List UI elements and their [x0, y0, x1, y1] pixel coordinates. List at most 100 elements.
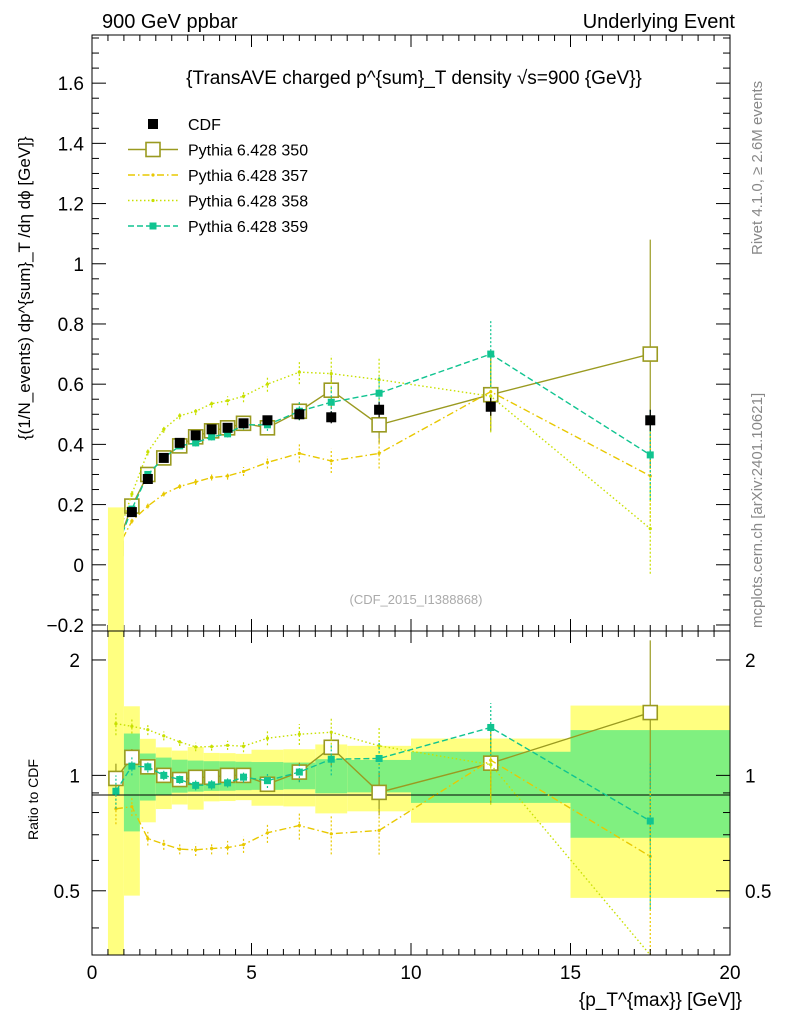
header-left: 900 GeV ppbar: [102, 11, 238, 33]
series-point: [297, 451, 301, 456]
ratio-point: [377, 744, 381, 748]
ratio-point: [128, 762, 136, 770]
series-point: [224, 430, 232, 438]
series-point: [192, 439, 200, 447]
ratio-point: [377, 828, 381, 833]
ratio-point: [240, 773, 248, 781]
ratio-point: [371, 784, 387, 801]
series-point: [265, 460, 270, 465]
series-point: [194, 409, 198, 413]
legend-marker: [145, 141, 161, 158]
legend-marker: [151, 173, 155, 177]
x-tick-label: 15: [560, 963, 581, 984]
ratio-point: [112, 787, 120, 795]
main-ticks: −0.2 0 0.2 0.4 0.6 0.8 1 1.2 1.4 1.6: [46, 35, 731, 637]
ratio-tick-label-right: 1: [745, 766, 756, 787]
ratio-point: [241, 744, 246, 748]
data-point: [174, 437, 185, 448]
data-point: [262, 415, 273, 426]
ratio-point: [487, 723, 495, 731]
ratio-point: [146, 728, 150, 732]
data-point: [158, 452, 169, 463]
data-point: [142, 473, 153, 484]
ratio-point: [224, 779, 232, 787]
ratio-point: [489, 763, 493, 767]
data-point: [126, 507, 137, 518]
ratio-point: [194, 745, 198, 749]
series-point: [130, 519, 134, 523]
ratio-point: [263, 777, 271, 785]
ratio-point: [194, 848, 198, 852]
x-tick-label: 0: [87, 963, 98, 984]
series-point: [130, 492, 134, 496]
data-point: [645, 415, 656, 426]
data-point: [374, 404, 385, 415]
ratio-point: [295, 768, 303, 776]
ratio-point: [162, 842, 166, 846]
series-point: [648, 527, 652, 531]
ratio-point: [329, 832, 333, 836]
ratio-point: [265, 736, 270, 740]
ratio-point: [144, 763, 152, 771]
series-line: [115, 371, 651, 543]
series-point: [642, 346, 659, 362]
series-point: [329, 459, 333, 463]
series-point: [208, 433, 216, 441]
series-point: [146, 450, 150, 454]
data-point: [238, 418, 249, 429]
ratio-point: [265, 831, 270, 835]
ratio-point: [241, 843, 246, 847]
series-point: [327, 398, 335, 406]
y-tick-label: 0.8: [58, 315, 84, 336]
ratio-point: [208, 781, 216, 789]
ratio-point: [327, 755, 335, 763]
ratio-ticks: 0 5 10 15 20 0.5 0.5 1 1 2 2: [54, 631, 771, 984]
legend-label: Pythia 6.428 358: [188, 194, 308, 211]
ratio-tick-label: 1: [69, 766, 80, 787]
y-tick-label: 1.4: [58, 134, 85, 155]
rivet-label: Rivet 4.1.0, ≥ 2.6M events: [749, 81, 766, 255]
legend-marker-data: [148, 119, 158, 129]
main-data-points: [110, 397, 656, 554]
ratio-point: [210, 846, 214, 851]
legend: CDF Pythia 6.428 350 Pythia 6.428 357 Pythi…: [128, 117, 308, 236]
ratio-point: [225, 845, 230, 850]
series-point: [225, 474, 230, 478]
ratio-point: [130, 805, 134, 809]
series-point: [210, 402, 214, 406]
analysis-watermark: (CDF_2015_I1388868): [350, 592, 483, 607]
x-tick-label: 10: [400, 963, 421, 984]
series-point: [225, 399, 230, 403]
ratio-point: [178, 847, 182, 851]
series-point: [162, 427, 166, 431]
series-point: [241, 394, 246, 398]
series-point: [194, 480, 198, 484]
ratio-point: [160, 771, 168, 779]
y-tick-label: 0.6: [58, 375, 84, 396]
chart-title: {TransAVE charged p^{sum}_T density √s=9…: [186, 68, 642, 89]
ratio-point: [130, 724, 134, 728]
data-point: [485, 401, 496, 412]
ratio-point: [162, 734, 166, 738]
ratio-point: [646, 817, 654, 825]
data-point: [222, 422, 233, 433]
series-point: [210, 475, 214, 480]
site-label: mcplots.cern.ch [arXiv:2401.10621]: [749, 393, 766, 628]
main-panel: −0.2 0 0.2 0.4 0.6 0.8 1 1.2 1.4 1.6 {TransAVE ch…: [46, 34, 731, 637]
legend-marker: [151, 198, 155, 203]
y-tick-label: 1: [73, 255, 84, 276]
ratio-tick-label: 2: [69, 651, 80, 672]
series-point: [178, 484, 182, 489]
data-point: [294, 409, 305, 420]
series-point: [265, 382, 270, 386]
series-point: [646, 451, 654, 459]
ratio-point: [297, 823, 301, 828]
ratio-point: [225, 743, 230, 747]
legend-label: Pythia 6.428 350: [188, 143, 308, 160]
series-point: [146, 504, 150, 508]
legend-marker: [149, 222, 157, 230]
ratio-point: [642, 704, 659, 721]
ratio-point: [178, 740, 182, 744]
ratio-point: [329, 730, 333, 734]
